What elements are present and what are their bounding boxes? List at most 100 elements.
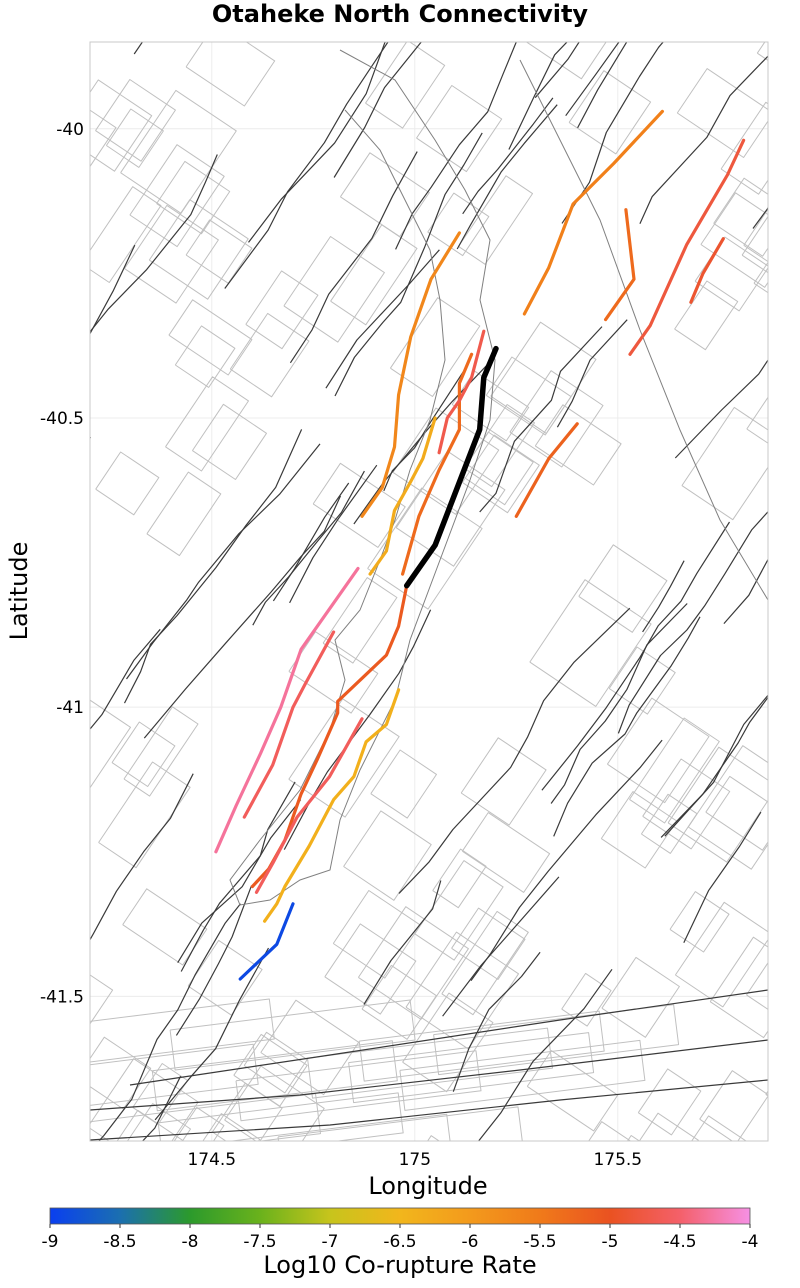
fault-surface-outline [720,101,768,195]
background-fault-network [90,42,800,1141]
fault-surface-outline [148,199,249,300]
fault-surface-outline [129,144,225,248]
corupture-fault-trace [689,237,725,304]
fault-surface-outline [568,70,652,155]
background-fault-trace [462,97,554,215]
fault-surface-outline [534,404,622,486]
coastline-path [229,49,496,906]
fault-surface-outline [229,312,310,398]
colorbar-tick-label: -7.5 [243,1232,276,1252]
fault-surface-outline [288,631,379,714]
fault-surface-outline [95,451,160,516]
background-fault-trace [617,510,768,734]
corupture-traces [214,109,746,981]
fault-surface-outline [288,698,400,818]
fault-surface-outline [202,1113,261,1141]
background-fault-trace [442,876,560,1017]
background-fault-trace [541,521,731,791]
colorbar-tick-label: -6.5 [383,1232,416,1252]
fault-surface-outline [370,749,437,819]
background-fault-trace [90,244,136,335]
fault-surface-outline [741,215,768,274]
background-fault-trace [456,104,558,250]
fault-surface-outline [525,42,607,80]
fault-surface-outline [168,299,253,376]
fault-surface-outline [709,936,768,1039]
corupture-fault-trace [238,902,295,981]
fault-surface-outline [746,396,768,444]
plot-area [89,41,800,1142]
fault-surface-outline [463,404,535,488]
fault-surface-outline [578,544,668,633]
fault-surface-outline [793,813,800,885]
colorbar-tick-label: -5 [602,1232,619,1252]
fault-surface-outline [746,961,768,1010]
fault-surface-outline [98,761,191,869]
colorbar-tick-label: -4 [742,1232,759,1252]
y-axis-label: Latitude [5,542,33,641]
fault-surface-outline [637,1068,702,1136]
grid [90,42,768,1141]
fault-surface-outline [638,1112,699,1141]
fault-surface-outline [642,758,731,850]
x-tick-label: 175.5 [593,1150,642,1170]
fault-surface-outline [743,208,768,263]
fault-surface-outline [395,450,506,567]
background-fault-trace [452,951,541,1092]
colorbar-tick-label: -6 [462,1232,479,1252]
fault-surface-outline [116,1109,185,1141]
colorbar-tick-label: -5.5 [523,1232,556,1252]
fault-surface-outline [681,406,768,521]
colorbar: -9 -8.5 -8 -7.5 -7 -6.5 -6 -5.5 -5 -4.5 -4 [42,1207,759,1252]
fault-surface-outline [343,810,432,901]
fault-surface-outline [174,325,236,388]
background-fault-trace [333,42,423,178]
corupture-fault-trace [242,630,336,819]
fault-surface-outline [640,793,698,854]
corupture-fault-trace [514,422,579,518]
colorbar-ticks: -9 -8.5 -8 -7.5 -7 -6.5 -6 -5.5 -5 -4.5 -4 [42,1224,759,1252]
background-fault-trace [561,42,664,224]
fault-surface-outline [389,297,481,397]
background-fault-trace [334,132,483,397]
fault-surface-outline [461,434,540,514]
background-fault-trace [272,482,350,602]
fault-surface-outline [185,42,276,107]
fault-surface-outline [674,901,768,1008]
fault-surface-outline [676,68,768,158]
fault-surface-outline [441,910,529,1016]
fault-surface-outline [157,1092,404,1141]
background-fault-trace [683,811,762,944]
fault-surface-outline [277,1106,523,1141]
fault-surface-outline [790,637,800,692]
background-fault-trace [252,470,365,626]
fault-surface-outline [307,1027,553,1099]
background-fault-trace [508,42,568,150]
fault-surface-outline [330,224,418,326]
fault-surface-outline [669,891,730,953]
background-fault-trace [642,560,685,633]
fault-surface-outline [367,487,483,610]
fault-surface-outline [490,321,597,434]
fault-surface-outline [122,888,208,966]
colorbar-tick-label: -7 [322,1232,339,1252]
background-fault-trace [126,443,321,680]
background-fault-trace [577,42,628,129]
background-fault-trace [175,885,253,1036]
background-fault-trace [248,42,387,243]
background-fault-trace [723,558,768,624]
background-fault-trace [180,781,296,972]
background-fault-trace [553,616,701,837]
fault-surface-outline [460,737,547,826]
background-fault-trace [639,54,768,225]
fault-surface-outline [111,721,176,787]
corupture-fault-trace [437,329,486,455]
colorbar-tick-label: -4.5 [663,1232,696,1252]
fault-surface-outline [90,79,153,172]
fault-surface-outline [687,745,768,870]
fault-surface-outline [151,1040,398,1112]
corupture-fault-trace [628,138,746,356]
fault-surface-outline [90,1093,321,1141]
fault-surface-outline [606,697,710,804]
